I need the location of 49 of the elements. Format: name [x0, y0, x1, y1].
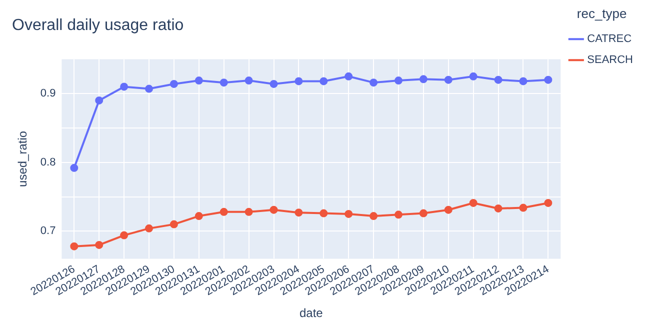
y-axis-title: used_ratio [16, 130, 30, 187]
point [519, 77, 528, 86]
point [419, 209, 428, 218]
point [120, 231, 128, 240]
x-axis-title: date [299, 306, 324, 320]
point [95, 96, 104, 104]
point [494, 76, 502, 84]
point [294, 208, 303, 217]
point [320, 209, 328, 218]
point [370, 78, 378, 87]
point [244, 76, 253, 85]
point [444, 206, 452, 214]
point [220, 208, 228, 216]
point [120, 82, 128, 91]
point [544, 198, 552, 207]
y-tick-label: 0.7 [40, 225, 56, 238]
point [194, 212, 203, 220]
point [95, 240, 104, 249]
point [444, 76, 452, 84]
point [220, 78, 228, 87]
point [70, 242, 78, 250]
point [344, 72, 353, 80]
y-tick-label: 0.9 [40, 88, 56, 100]
chart-title: Overall daily usage ratio [12, 17, 184, 34]
point [394, 76, 402, 85]
legend-label: SEARCH [587, 54, 634, 66]
point [544, 76, 552, 84]
point [519, 204, 528, 212]
point [294, 77, 303, 86]
point [145, 84, 154, 93]
point [70, 164, 78, 172]
point [270, 206, 278, 214]
point [170, 80, 178, 88]
point [344, 210, 353, 218]
y-tick-label: 0.8 [40, 156, 56, 168]
point [419, 75, 428, 84]
point [394, 210, 402, 219]
legend-title: rec_type [576, 6, 627, 22]
point [145, 224, 154, 232]
point [244, 208, 253, 216]
point [494, 204, 502, 212]
point [469, 72, 478, 80]
point [320, 77, 328, 86]
point [270, 80, 278, 88]
point [194, 76, 203, 85]
legend-label: CATREC [587, 33, 632, 46]
point [469, 198, 478, 207]
point [170, 220, 178, 228]
point [370, 212, 378, 220]
